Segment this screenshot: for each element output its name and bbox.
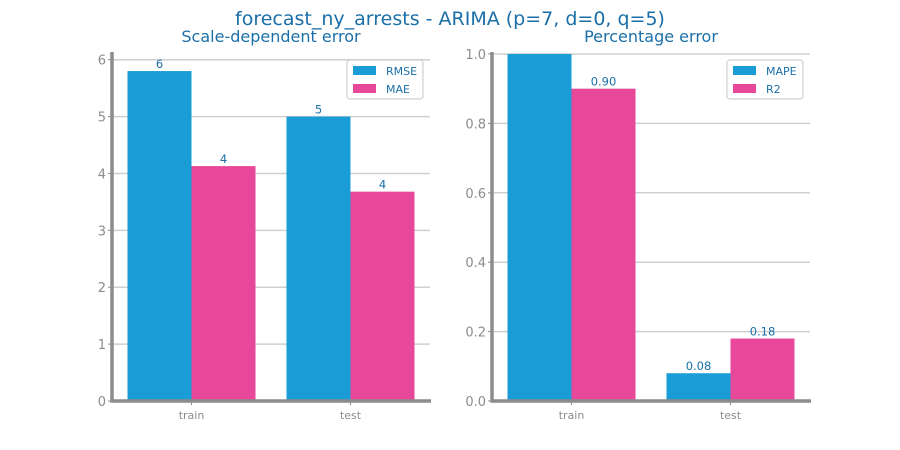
legend-swatch (353, 66, 376, 75)
legend-swatch (733, 84, 756, 93)
legend-label: MAE (386, 83, 410, 96)
chart-scale-dependent-error: Scale-dependent error 0 1 2 3 4 5 6 6 4 train 5 4 tes… (98, 27, 431, 422)
x-tick-label: test (340, 409, 362, 422)
data-label: 4 (220, 152, 227, 166)
legend-label: RMSE (386, 65, 417, 78)
y-tick-label: 1 (98, 338, 106, 353)
bar-mae-test (350, 191, 415, 401)
chart-title: Percentage error (584, 27, 718, 46)
y-tick-label: 0.8 (465, 117, 486, 132)
x-tick-label: train (179, 409, 205, 422)
y-tick-label: 0.0 (465, 395, 486, 410)
data-label: 6 (156, 57, 163, 71)
y-tick-label: 0.6 (465, 187, 486, 202)
bar-rmse-test (286, 116, 351, 402)
legend-swatch (733, 66, 756, 75)
y-tick-label: 3 (98, 224, 106, 239)
chart-percentage-error: Percentage error 0.0 0.2 0.4 0.6 0.8 1.0 0.90 tr… (465, 27, 811, 422)
bar-r2-train (571, 88, 636, 401)
y-tick-label: 5 (98, 111, 106, 126)
bar-mape-train (507, 54, 572, 401)
bar-r2-test (730, 338, 795, 401)
legend-swatch (353, 84, 376, 93)
y-tick-label: 4 (98, 167, 106, 182)
data-label: 5 (315, 103, 322, 117)
bar-mape-test (666, 373, 731, 401)
x-tick-label: train (559, 409, 585, 422)
data-label: 0.08 (686, 359, 712, 373)
y-tick-label: 0 (98, 395, 106, 410)
legend-label: R2 (766, 83, 781, 96)
chart-title: Scale-dependent error (181, 27, 361, 46)
legend-label: MAPE (766, 65, 797, 78)
x-tick-label: test (720, 409, 742, 422)
data-label: 4 (379, 178, 386, 192)
legend: MAPE R2 (726, 59, 804, 100)
bar-mae-train (191, 166, 256, 401)
y-tick-label: 6 (98, 54, 106, 69)
y-tick-label: 1.0 (465, 48, 486, 63)
figure-title: forecast_ny_arrests - ARIMA (p=7, d=0, q… (235, 8, 665, 30)
y-tick-label: 2 (98, 281, 106, 296)
bar-rmse-train (127, 71, 192, 401)
legend: RMSE MAE (346, 59, 424, 100)
y-tick-label: 0.4 (465, 256, 486, 271)
data-label: 0.18 (750, 325, 776, 339)
data-label: 0.90 (591, 75, 617, 89)
y-tick-label: 0.2 (465, 326, 486, 341)
